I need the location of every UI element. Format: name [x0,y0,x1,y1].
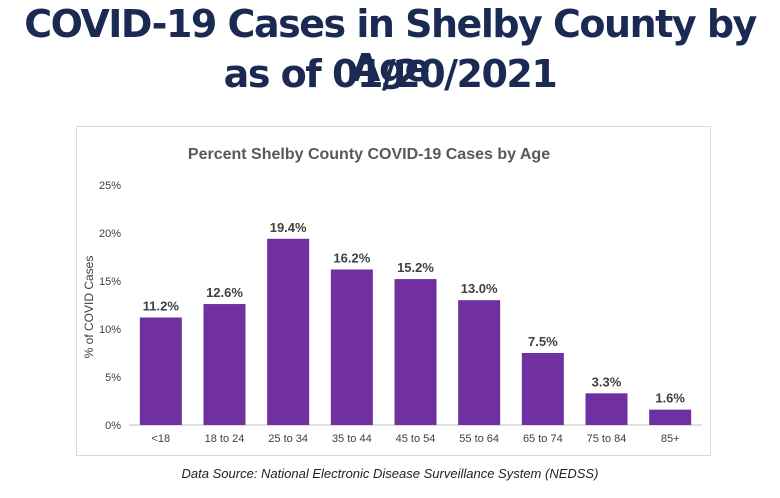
chart-frame: Percent Shelby County COVID-19 Cases by … [76,126,711,456]
x-tick-label: 35 to 44 [332,433,372,445]
y-tick-label: 15% [99,276,121,288]
data-source-note: Data Source: National Electronic Disease… [181,466,599,481]
x-tick-label: 45 to 54 [396,433,436,445]
data-label: 15.2% [397,260,434,275]
page-title: COVID-19 Cases in Shelby County by Age [24,2,757,90]
data-label: 7.5% [528,334,558,349]
bar-chart: Percent Shelby County COVID-19 Cases by … [82,146,702,445]
bar [267,238,310,425]
data-label: 11.2% [143,298,180,313]
x-tick-label: 75 to 84 [587,433,627,445]
x-tick-label: 65 to 74 [523,433,563,445]
data-label: 19.4% [270,220,307,235]
bar [649,409,692,425]
chart-title: Percent Shelby County COVID-19 Cases by … [188,146,550,163]
y-tick-label: 25% [99,180,121,192]
x-tick-label: <18 [151,433,170,445]
y-axis-title: % of COVID Cases [82,256,96,359]
bar [330,269,373,425]
y-tick-label: 0% [105,420,121,432]
bar [139,317,182,425]
data-label: 16.2% [333,250,370,265]
bar [458,300,501,425]
data-label: 12.6% [206,285,243,300]
x-tick-label: 55 to 64 [459,433,499,445]
x-tick-label: 25 to 34 [268,433,308,445]
bar [521,353,564,425]
data-label: 1.6% [655,391,685,406]
plot-area: 0% 5% 10% 15% 20% 25% 11.2% <18 12.6% 18 to 24 19.… [99,180,702,445]
y-tick-label: 20% [99,228,121,240]
bar [203,304,246,425]
data-label: 3.3% [592,374,622,389]
bar [394,279,437,425]
x-tick-label: 85+ [661,433,680,445]
bar [585,393,628,425]
data-label: 13.0% [461,281,498,296]
x-tick-label: 18 to 24 [205,433,245,445]
page-subtitle-date: as of 01/20/2021 [223,52,558,96]
y-tick-label: 10% [99,324,121,336]
y-tick-label: 5% [105,372,121,384]
